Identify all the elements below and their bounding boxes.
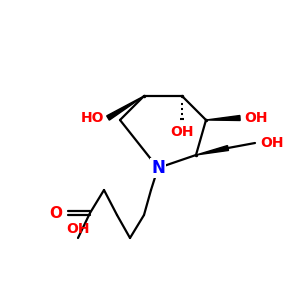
Polygon shape xyxy=(206,116,240,121)
Polygon shape xyxy=(196,146,229,155)
Text: N: N xyxy=(151,159,165,177)
Text: HO: HO xyxy=(80,111,104,125)
Text: OH: OH xyxy=(244,111,268,125)
Text: OH: OH xyxy=(66,222,90,236)
Polygon shape xyxy=(107,96,144,120)
Text: O: O xyxy=(49,206,62,220)
Text: OH: OH xyxy=(260,136,284,150)
Text: OH: OH xyxy=(170,125,194,139)
